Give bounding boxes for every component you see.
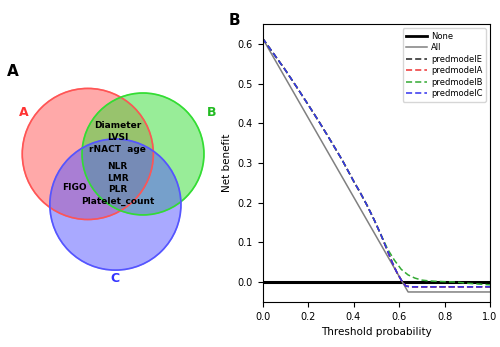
Text: Diameter: Diameter: [94, 121, 142, 130]
Text: FIGO: FIGO: [62, 183, 86, 192]
Text: Platelet_count: Platelet_count: [81, 196, 154, 206]
Text: NLR: NLR: [108, 162, 128, 171]
Text: PLR: PLR: [108, 185, 128, 194]
Circle shape: [22, 88, 154, 220]
Text: LMR: LMR: [107, 174, 128, 183]
Text: LVSI: LVSI: [107, 133, 128, 142]
Text: rNACT  age: rNACT age: [90, 145, 146, 154]
Text: C: C: [111, 272, 120, 285]
Text: A: A: [18, 106, 28, 119]
Legend: None, All, predmodelE, predmodelA, predmodelB, predmodelC: None, All, predmodelE, predmodelA, predm…: [402, 28, 486, 102]
Text: B: B: [208, 106, 217, 119]
Y-axis label: Net benefit: Net benefit: [222, 134, 232, 192]
Circle shape: [82, 93, 204, 215]
Circle shape: [50, 139, 181, 270]
Text: B: B: [228, 13, 240, 28]
X-axis label: Threshold probability: Threshold probability: [321, 327, 432, 337]
Text: A: A: [8, 64, 19, 79]
